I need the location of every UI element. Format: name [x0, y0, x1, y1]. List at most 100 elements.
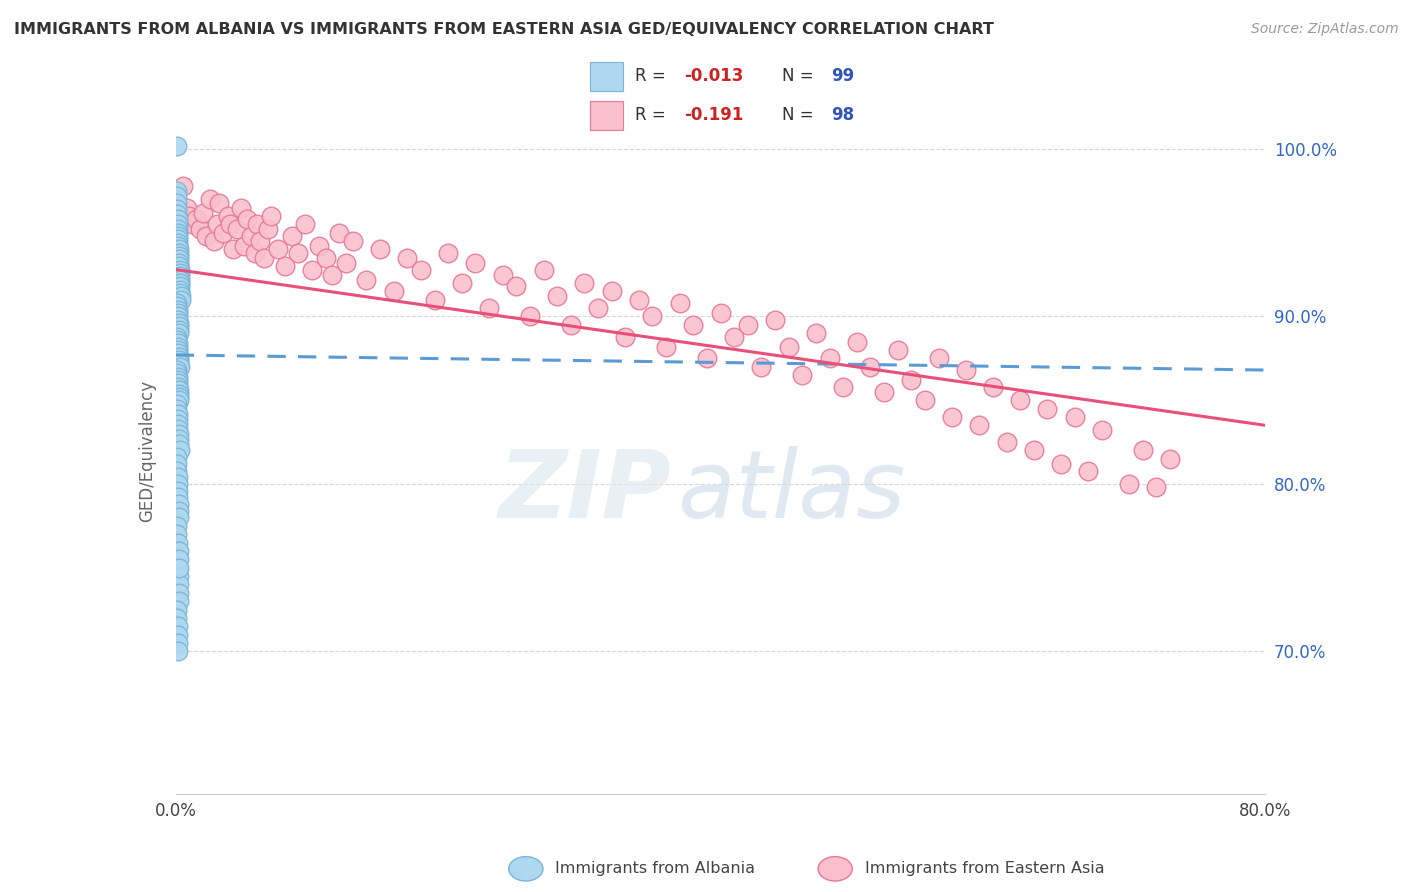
Point — [167, 636, 190, 650]
Point — [804, 326, 827, 341]
Point — [574, 276, 596, 290]
Point — [1010, 393, 1032, 408]
Point — [169, 283, 191, 297]
Point — [167, 497, 190, 511]
Point — [167, 483, 190, 498]
Point — [614, 329, 637, 343]
Point — [167, 376, 190, 391]
Point — [219, 217, 242, 231]
Point — [600, 285, 623, 299]
Point — [682, 318, 704, 332]
Point — [294, 217, 316, 231]
Point — [169, 262, 191, 277]
Point — [166, 396, 188, 410]
Point — [1144, 480, 1167, 494]
Point — [321, 268, 343, 282]
Point — [169, 289, 191, 303]
Point — [166, 189, 188, 203]
Point — [217, 209, 239, 223]
Point — [186, 212, 208, 227]
Text: 99: 99 — [831, 68, 855, 86]
Point — [166, 296, 188, 310]
Point — [914, 393, 936, 408]
Point — [167, 628, 190, 642]
Point — [172, 178, 194, 193]
Point — [166, 363, 188, 377]
Point — [437, 245, 460, 260]
Point — [335, 256, 357, 270]
Point — [169, 285, 191, 300]
Point — [167, 504, 190, 518]
Point — [763, 313, 786, 327]
Point — [287, 245, 309, 260]
Text: R =: R = — [634, 68, 671, 86]
Point — [668, 296, 690, 310]
Point — [167, 252, 190, 267]
Point — [167, 544, 190, 558]
Point — [235, 212, 257, 227]
Point — [167, 239, 190, 253]
Point — [167, 323, 190, 337]
Point — [342, 234, 364, 248]
Point — [778, 340, 800, 354]
Point — [191, 205, 214, 219]
Point — [166, 457, 188, 471]
Point — [167, 586, 190, 600]
Text: Immigrants from Eastern Asia: Immigrants from Eastern Asia — [865, 862, 1104, 876]
Point — [253, 251, 276, 265]
Point — [267, 243, 290, 257]
Point — [169, 443, 191, 458]
Point — [166, 470, 188, 484]
Point — [167, 222, 190, 236]
Point — [169, 594, 191, 608]
Point — [315, 251, 337, 265]
Point — [194, 229, 217, 244]
Text: ZIP: ZIP — [499, 446, 672, 538]
Point — [166, 611, 188, 625]
Point — [792, 368, 814, 382]
Point — [167, 386, 190, 401]
Point — [1159, 451, 1181, 466]
Point — [166, 450, 188, 465]
Point — [166, 602, 188, 616]
Point — [533, 262, 555, 277]
Point — [396, 251, 419, 265]
Point — [167, 569, 190, 583]
Point — [198, 192, 221, 206]
Point — [301, 262, 323, 277]
Point — [166, 336, 188, 351]
Circle shape — [818, 856, 852, 881]
Point — [166, 202, 188, 217]
Point — [167, 432, 190, 446]
Point — [737, 318, 759, 332]
Point — [167, 229, 190, 244]
Point — [751, 359, 773, 374]
Point — [832, 380, 855, 394]
FancyBboxPatch shape — [591, 101, 623, 130]
Point — [492, 268, 515, 282]
Point — [167, 350, 190, 364]
Point — [166, 527, 188, 541]
Point — [167, 243, 190, 257]
Point — [167, 226, 190, 240]
Point — [167, 411, 190, 425]
Point — [167, 417, 190, 431]
Point — [166, 217, 188, 231]
Point — [166, 535, 188, 549]
Text: -0.191: -0.191 — [685, 106, 744, 124]
Text: IMMIGRANTS FROM ALBANIA VS IMMIGRANTS FROM EASTERN ASIA GED/EQUIVALENCY CORRELAT: IMMIGRANTS FROM ALBANIA VS IMMIGRANTS FR… — [14, 22, 994, 37]
Point — [167, 491, 190, 505]
Point — [519, 310, 541, 324]
Point — [169, 256, 191, 270]
Point — [818, 351, 841, 366]
Point — [188, 222, 211, 236]
Point — [239, 229, 262, 244]
Point — [166, 619, 188, 633]
Point — [981, 380, 1004, 394]
Point — [202, 234, 225, 248]
Point — [167, 353, 190, 368]
Point — [212, 226, 235, 240]
Point — [166, 464, 188, 478]
Text: N =: N = — [782, 106, 818, 124]
Point — [280, 229, 302, 244]
